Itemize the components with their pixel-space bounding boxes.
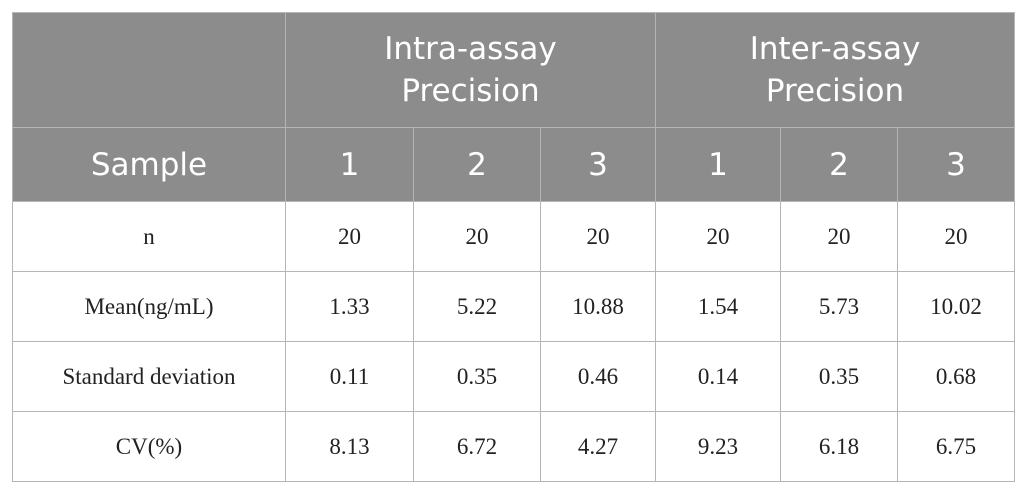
column-header: 2: [413, 127, 541, 202]
cell: 6.72: [413, 411, 541, 482]
cell: 0.35: [413, 341, 541, 412]
cell: 10.02: [897, 271, 1015, 342]
cell: 20: [780, 201, 898, 272]
cell: 8.13: [285, 411, 414, 482]
cell: 0.14: [655, 341, 781, 412]
data-row: Mean(ng/mL) 1.33 5.22 10.88 1.54 5.73 10.02: [12, 271, 1015, 342]
group-label: Inter-assay Precision: [749, 31, 921, 109]
precision-table: Intra-assay Precision Inter-assay Precis…: [12, 12, 1015, 482]
row-label: Standard deviation: [12, 341, 286, 412]
blank-corner: [12, 12, 286, 128]
corner-header: Sample: [12, 127, 286, 202]
cell: 5.22: [413, 271, 541, 342]
column-header: 2: [780, 127, 898, 202]
cell: 6.75: [897, 411, 1015, 482]
cell: 20: [413, 201, 541, 272]
cell: 0.46: [540, 341, 656, 412]
cell: 4.27: [540, 411, 656, 482]
cell: 1.54: [655, 271, 781, 342]
cell: 0.11: [285, 341, 414, 412]
cell: 20: [285, 201, 414, 272]
cell: 10.88: [540, 271, 656, 342]
cell: 1.33: [285, 271, 414, 342]
column-header: 1: [285, 127, 414, 202]
cell: 20: [540, 201, 656, 272]
row-label: n: [12, 201, 286, 272]
cell: 20: [897, 201, 1015, 272]
data-row: n 20 20 20 20 20 20: [12, 201, 1015, 272]
cell: 20: [655, 201, 781, 272]
group-label: Intra-assay Precision: [384, 31, 557, 109]
cell: 6.18: [780, 411, 898, 482]
table-body: n 20 20 20 20 20 20 Mean(ng/mL) 1.33 5.22 10.88 1.5…: [12, 201, 1015, 482]
column-header: 3: [540, 127, 656, 202]
data-row: Standard deviation 0.11 0.35 0.46 0.14 0.35 0.…: [12, 341, 1015, 412]
row-label: Mean(ng/mL): [12, 271, 286, 342]
column-header: 3: [897, 127, 1015, 202]
cell: 9.23: [655, 411, 781, 482]
group-row: Intra-assay Precision Inter-assay Precis…: [12, 12, 1015, 128]
data-row: CV(%) 8.13 6.72 4.27 9.23 6.18 6.75: [12, 411, 1015, 482]
group-header: Intra-assay Precision: [285, 12, 656, 128]
row-label: CV(%): [12, 411, 286, 482]
cell: 0.35: [780, 341, 898, 412]
cell: 0.68: [897, 341, 1015, 412]
group-header: Inter-assay Precision: [655, 12, 1015, 128]
table-head: Intra-assay Precision Inter-assay Precis…: [12, 12, 1015, 202]
column-header: 1: [655, 127, 781, 202]
cell: 5.73: [780, 271, 898, 342]
